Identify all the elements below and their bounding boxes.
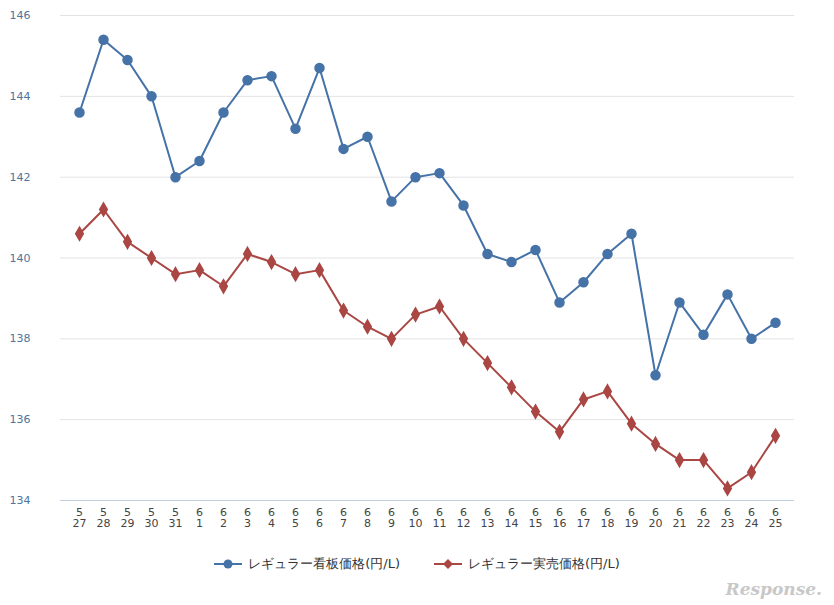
html-text:Response.: Response.	[725, 579, 822, 599]
svg-text:529: 529	[121, 506, 135, 530]
svg-text:613: 613	[481, 506, 495, 530]
svg-text:614: 614	[505, 506, 519, 530]
svg-text:61: 61	[196, 506, 203, 530]
svg-text:611: 611	[433, 506, 447, 530]
svg-text:62: 62	[220, 506, 227, 530]
svg-text:623: 623	[721, 506, 735, 530]
svg-text:624: 624	[745, 506, 759, 530]
svg-text:63: 63	[244, 506, 251, 530]
svg-text:65: 65	[292, 506, 299, 530]
svg-text:527: 527	[73, 506, 87, 530]
svg-text:621: 621	[673, 506, 687, 530]
svg-text:136: 136	[10, 413, 31, 426]
svg-text:610: 610	[409, 506, 423, 530]
html-text:レギュラー実売価格(円/L): レギュラー実売価格(円/L)	[468, 556, 620, 571]
svg-text:68: 68	[364, 506, 371, 530]
svg-text:612: 612	[457, 506, 471, 530]
svg-text:620: 620	[649, 506, 663, 530]
svg-text:144: 144	[10, 90, 31, 103]
svg-text:618: 618	[601, 506, 615, 530]
svg-text:142: 142	[10, 171, 31, 184]
svg-text:134: 134	[10, 494, 31, 507]
svg-text:531: 531	[169, 506, 183, 530]
svg-text:64: 64	[268, 506, 275, 530]
svg-text:69: 69	[388, 506, 395, 530]
html-text:レギュラー看板価格(円/L): レギュラー看板価格(円/L)	[248, 556, 400, 571]
svg-text:138: 138	[10, 332, 31, 345]
svg-text:615: 615	[529, 506, 543, 530]
svg-text:140: 140	[10, 252, 31, 265]
svg-text:530: 530	[145, 506, 159, 530]
svg-text:528: 528	[97, 506, 111, 530]
svg-text:617: 617	[577, 506, 591, 530]
svg-text:66: 66	[316, 506, 323, 530]
svg-text:625: 625	[769, 506, 783, 530]
svg-text:146: 146	[10, 9, 31, 22]
svg-text:619: 619	[625, 506, 639, 530]
svg-text:67: 67	[340, 506, 347, 530]
svg-text:616: 616	[553, 506, 567, 530]
svg-text:622: 622	[697, 506, 711, 530]
